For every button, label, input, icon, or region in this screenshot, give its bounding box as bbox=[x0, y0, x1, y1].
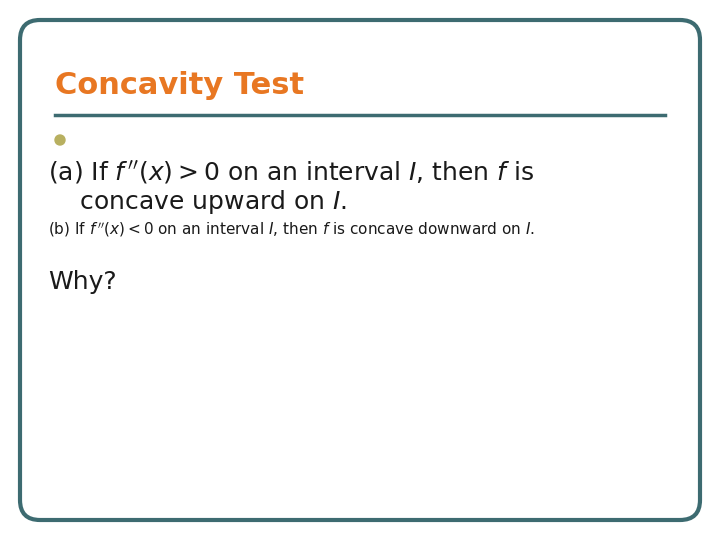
FancyBboxPatch shape bbox=[20, 20, 700, 520]
Text: concave upward on $I$.: concave upward on $I$. bbox=[48, 188, 347, 216]
Text: Concavity Test: Concavity Test bbox=[55, 71, 304, 99]
Text: (a) If $f\,''(x) > 0$ on an interval $I$, then $f$ is: (a) If $f\,''(x) > 0$ on an interval $I$… bbox=[48, 159, 534, 186]
Text: Why?: Why? bbox=[48, 270, 117, 294]
Circle shape bbox=[55, 135, 65, 145]
Text: (b) If $f\,''(x) < 0$ on an interval $I$, then $f$ is concave downward on $I$.: (b) If $f\,''(x) < 0$ on an interval $I$… bbox=[48, 221, 535, 239]
